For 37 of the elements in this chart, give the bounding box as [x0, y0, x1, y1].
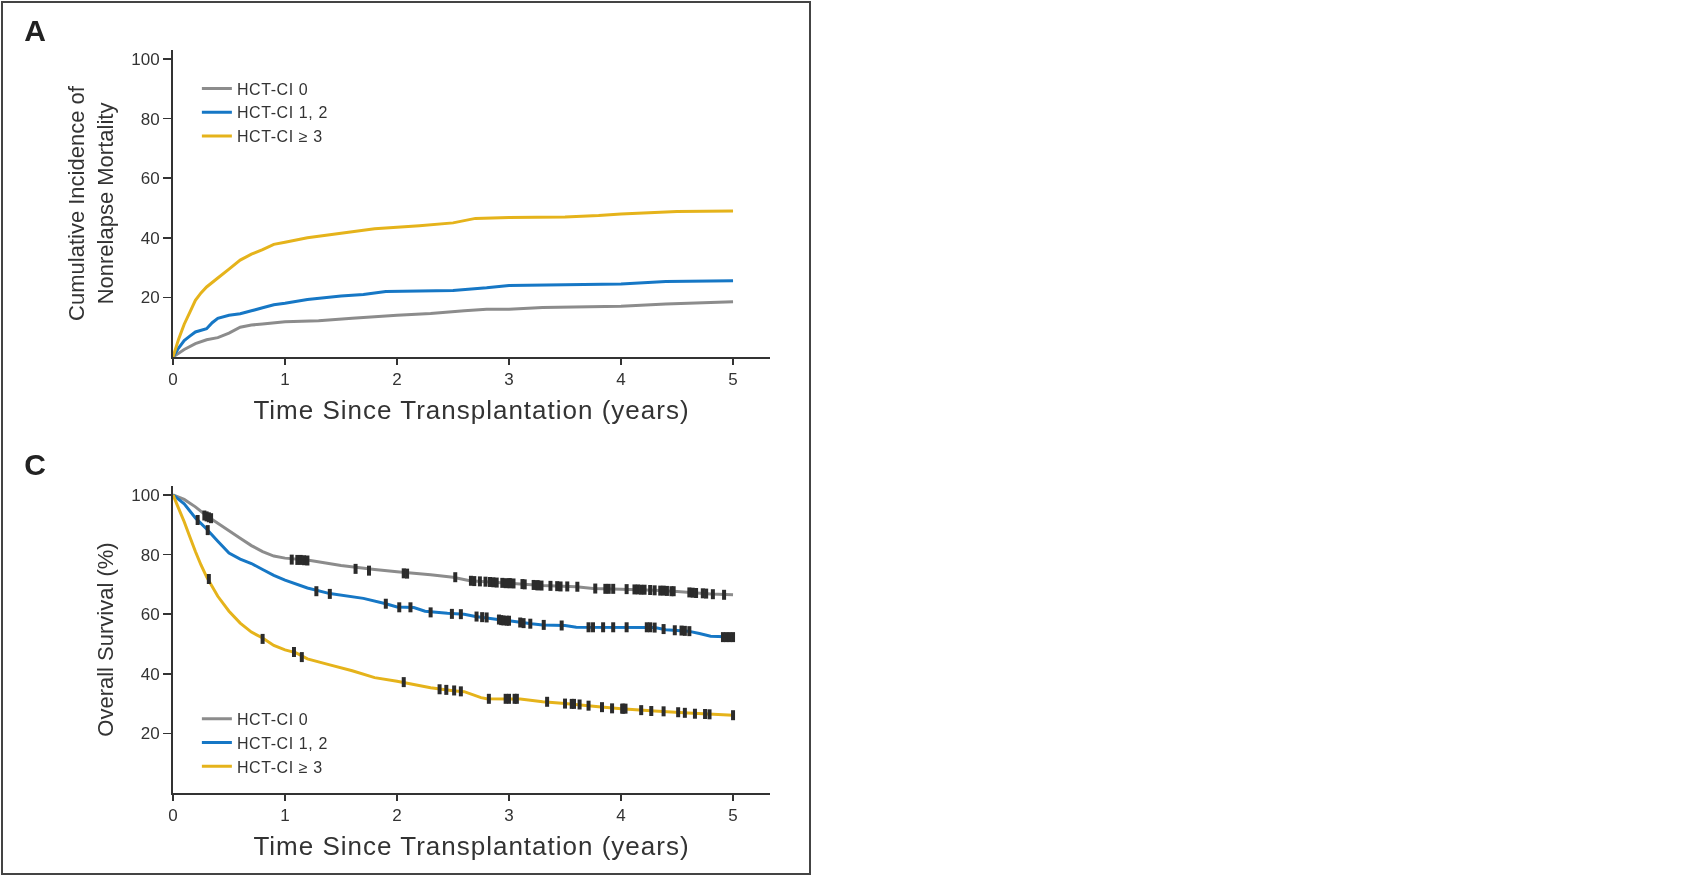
y-tick-label: 60	[140, 169, 160, 189]
x-tick-label: 4	[616, 370, 626, 390]
y-tick-label: 20	[140, 288, 160, 308]
y-tick-label: 20	[140, 724, 160, 744]
legend-label: HCT-CI 1, 2	[236, 734, 328, 752]
legend-label: HCT-CI 0	[236, 710, 309, 728]
line-series	[173, 300, 735, 357]
legend-label: HCT-CI 0	[236, 80, 309, 98]
line-series	[173, 209, 735, 357]
x-tick-label: 5	[728, 370, 738, 390]
legend-label: HCT-CI 1, 2	[236, 104, 328, 122]
legend-label: HCT-CI ≥ 3	[236, 128, 323, 146]
legend-label: HCT-CI ≥ 3	[236, 758, 323, 776]
x-tick-label: 3	[504, 370, 514, 390]
x-tick-label: 1	[280, 370, 290, 390]
x-tick-label: 4	[616, 806, 626, 826]
y-tick-label: 40	[140, 228, 160, 248]
x-tick-label: 1	[280, 806, 290, 826]
x-tick-label: 0	[168, 370, 178, 390]
x-axis-title: Time Since Transplantation (years)	[253, 394, 690, 425]
y-tick-label: 100	[131, 49, 160, 69]
y-tick-label: 40	[140, 664, 160, 684]
y-tick-label: 80	[140, 545, 160, 565]
x-tick-label: 2	[392, 806, 402, 826]
chart-title: A	[24, 13, 46, 47]
y-tick-label: 60	[140, 605, 160, 625]
chart-title: C	[24, 447, 46, 481]
y-axis-title: Overall Survival (%)	[92, 542, 118, 737]
x-tick-label: 3	[504, 806, 514, 826]
x-tick-label: 5	[728, 806, 738, 826]
y-tick-label: 100	[131, 485, 160, 505]
x-tick-label: 2	[392, 370, 402, 390]
y-axis-title: Cumulative Incidence of Nonrelapse Mortality	[63, 85, 118, 321]
line-series	[173, 279, 735, 357]
x-tick-label: 0	[168, 806, 178, 826]
y-tick-label: 80	[140, 109, 160, 129]
x-axis-title: Time Since Transplantation (years)	[253, 830, 690, 861]
